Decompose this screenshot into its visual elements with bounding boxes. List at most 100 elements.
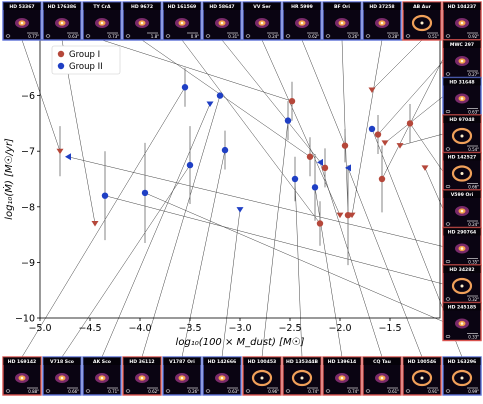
legend: Group I Group II <box>51 45 121 75</box>
disk-core <box>60 21 64 25</box>
connector-line <box>101 39 293 102</box>
connector-line <box>261 120 289 358</box>
legend-marker <box>57 62 65 70</box>
disk-core <box>100 376 104 380</box>
disk-core <box>420 376 424 380</box>
x-tick-label: −2.5 <box>278 323 301 334</box>
thumbnail-title-bg <box>323 2 361 10</box>
thumbnail-title-bg <box>443 2 481 10</box>
thumbnail-scale: 0.33" <box>468 335 479 340</box>
thumbnail-hd-100546: HD 100546 0.91" <box>402 356 442 396</box>
thumbnail-scale: 0.74" <box>348 389 359 394</box>
thumbnail-frame <box>402 356 442 396</box>
limit-marker <box>65 153 71 161</box>
thumbnail-frame <box>442 1 482 41</box>
data-point <box>321 164 329 172</box>
connector-line <box>61 164 191 358</box>
thumbnail-title-bg <box>163 357 201 365</box>
thumbnail-hd-290764: HD 290764 0.35" <box>442 226 482 267</box>
x-tick-label: −4.0 <box>128 323 151 334</box>
beam-ellipse <box>445 184 451 189</box>
thumbnail-mwc-297: MWC 297 0.27" <box>442 39 482 79</box>
connector-line <box>221 209 241 358</box>
disk-core <box>380 21 384 25</box>
disk-core <box>460 322 464 325</box>
beam-ellipse <box>445 259 451 264</box>
thumbnail-hd-37258: HD 37258 0.28" <box>362 1 402 41</box>
data-point <box>406 120 414 127</box>
data-point <box>181 84 189 91</box>
connector-line <box>181 150 226 358</box>
disk-core <box>420 21 424 25</box>
beam-ellipse <box>445 222 451 226</box>
thumbnail-title: HD 36112 <box>129 359 154 365</box>
thumbnail-bf-ori: BF Ori 0.26" <box>322 1 362 41</box>
thumbnail-scale: 0.35" <box>468 260 479 265</box>
disk-core <box>460 134 464 138</box>
y-tick-label: −10 <box>15 314 35 325</box>
data-point <box>378 175 386 183</box>
connector-line <box>181 39 321 224</box>
thumbnail-title-bg <box>443 77 481 86</box>
thumbnail-scale: 0.63" <box>228 389 239 394</box>
thumbnail-scale: 0.74" <box>308 389 319 394</box>
thumbnail-title: MWC 297 <box>450 42 474 48</box>
beam-ellipse <box>45 34 51 38</box>
x-axis-label: log₁₀(100 × M_dust) [M☉] <box>176 337 305 348</box>
thumbnail-frame <box>242 1 282 41</box>
thumbnail-title: HD 142666 <box>208 359 236 365</box>
thumbnail-scale: 0.24" <box>268 34 279 39</box>
thumbnail-title-bg <box>3 2 41 10</box>
beam-ellipse <box>165 389 171 393</box>
upper-limit-marker <box>396 143 404 149</box>
disk-ring <box>451 369 473 387</box>
thumbnail-v599-ori: V599 Ori 0.24" <box>442 189 482 229</box>
thumbnail-title-bg <box>203 357 241 365</box>
thumbnail-hd-31648: HD 31648 0.63" <box>442 76 482 117</box>
thumbnail-title: TY CrA <box>93 4 111 10</box>
disk-core <box>340 376 344 380</box>
connector-line <box>104 195 444 285</box>
connector-line <box>341 39 349 216</box>
thumbnail-hd-97048: HD 97048 0.54" <box>442 114 482 154</box>
beam-ellipse <box>445 109 451 114</box>
connector-line <box>21 39 61 152</box>
upper-limit-marker <box>206 101 214 107</box>
connector-line <box>409 123 444 172</box>
connector-lines <box>21 39 463 358</box>
disk-ring <box>251 369 273 387</box>
disk-core <box>340 21 344 25</box>
data-point <box>291 175 299 183</box>
disk-core <box>20 376 24 380</box>
legend-label: Group II <box>69 62 103 72</box>
thumbnail-scale: 0.62" <box>308 34 319 39</box>
y-tick-label: −9 <box>21 258 35 269</box>
limit-marker <box>317 158 323 166</box>
beam-ellipse <box>245 34 251 38</box>
thumbnail-scale: 0.26" <box>348 34 359 39</box>
beam-ellipse <box>285 389 291 393</box>
thumbnail-hd-169142: HD 169142 0.88" <box>2 356 42 396</box>
upper-limit-marker <box>421 165 429 171</box>
thumbnail-scale: 0.31" <box>228 34 239 39</box>
thumbnail-v1787-ori: V1787 Ori 0.26" <box>162 356 202 396</box>
beam-ellipse <box>85 389 91 393</box>
thumbnail-title-bg <box>363 2 401 10</box>
thumbnail-scale: 0.92" <box>468 34 479 39</box>
thumbnail-title: HD 104237 <box>448 4 476 10</box>
thumbnail-cq-tau: CQ Tau 0.61" <box>362 356 402 396</box>
thumbnail-title: HD 161569 <box>168 4 196 10</box>
thumbnail-scale: 0.91" <box>428 389 439 394</box>
thumbnail-scale: 0.54" <box>468 147 479 152</box>
series-group-ii <box>65 67 376 243</box>
disk-core <box>380 376 384 380</box>
disk-core <box>140 21 144 25</box>
plot-axes: −5.0 −4.5 −4.0 −3.5 −3.0 −2.5 −2.0 −1.5 −6 −7 −8 −9… <box>2 39 441 348</box>
disk-core <box>300 376 304 380</box>
data-point <box>374 131 382 138</box>
y-tick-label: −7 <box>21 147 35 158</box>
thumbnail-hd-245185: HD 245185 0.33" <box>442 301 482 342</box>
connector-line <box>384 96 444 144</box>
thumbnail-title-bg <box>83 2 121 10</box>
